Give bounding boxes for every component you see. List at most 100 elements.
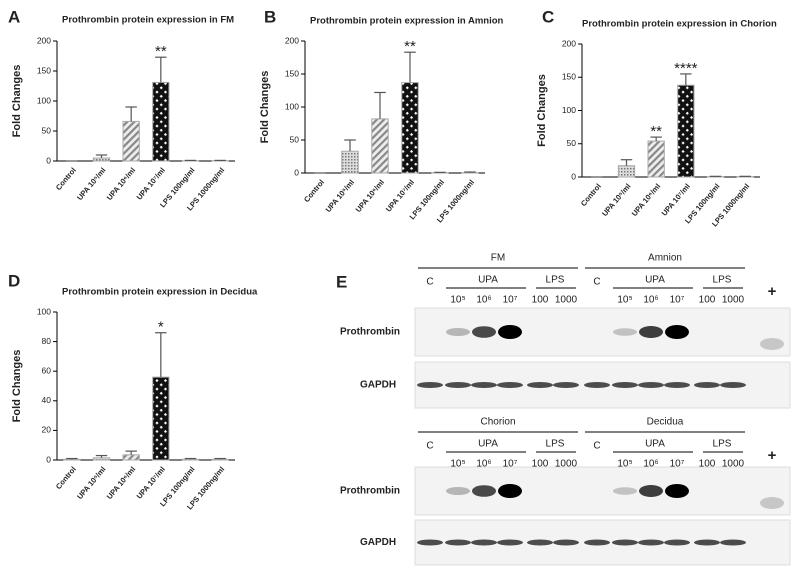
dose-label: 100: [532, 459, 549, 470]
bar: [677, 84, 695, 178]
band: [694, 539, 720, 546]
band: [417, 382, 443, 388]
protein-label: GAPDH: [360, 380, 396, 391]
tissue-label: FM: [491, 253, 505, 264]
y-tick-label: 0: [571, 171, 576, 181]
band: [553, 382, 579, 388]
band: [497, 382, 523, 388]
significance: **: [650, 123, 662, 140]
significance: **: [404, 38, 416, 55]
y-tick-label: 50: [567, 138, 577, 148]
panel-label: B: [264, 7, 276, 26]
y-axis-label: Fold Changes: [11, 350, 23, 423]
band: [760, 338, 784, 350]
dose-label: 10⁶: [476, 295, 491, 306]
band: [613, 487, 637, 495]
treatment-label: UPA: [645, 275, 665, 286]
dose-label: 10⁶: [476, 459, 491, 470]
x-tick-label: UPA 10⁵/ml: [600, 182, 632, 218]
bar: [401, 82, 419, 174]
dose-label: 1000: [555, 459, 578, 470]
panel-label: D: [8, 271, 20, 290]
y-axis-label: Fold Changes: [259, 71, 271, 144]
band: [527, 539, 553, 546]
y-tick-label: 80: [42, 336, 52, 346]
dose-label: 100: [532, 295, 549, 306]
y-tick-label: 150: [562, 72, 576, 82]
bar: [371, 118, 389, 174]
bar: [122, 454, 140, 461]
y-tick-label: 200: [562, 38, 576, 48]
x-tick-label: Control: [579, 182, 603, 208]
x-tick-label: UPA 10⁶/ml: [630, 182, 662, 218]
blot-image: [414, 466, 791, 516]
band: [694, 382, 720, 388]
panel-label: E: [336, 272, 347, 291]
band: [584, 539, 610, 546]
treatment-label: UPA: [645, 439, 665, 450]
significance: *: [158, 319, 164, 336]
protein-label: GAPDH: [360, 537, 396, 548]
band: [472, 485, 496, 497]
dose-label: 10⁷: [670, 295, 685, 306]
y-tick-label: 100: [285, 101, 299, 111]
treatment-label: LPS: [546, 275, 565, 286]
bar: [92, 157, 111, 162]
y-tick-label: 150: [37, 65, 51, 75]
y-tick-label: 0: [46, 155, 51, 165]
band: [584, 382, 610, 388]
bar: [152, 81, 170, 162]
treatment-label: UPA: [478, 275, 498, 286]
bar: [341, 150, 359, 174]
tissue-label: Decidua: [647, 417, 684, 428]
band: [760, 497, 784, 509]
x-tick-label: UPA 10⁵/ml: [324, 178, 356, 214]
tissue-label: Chorion: [480, 417, 515, 428]
tissue-label: Amnion: [648, 253, 682, 264]
x-tick-label: UPA 10⁶/ml: [105, 166, 137, 202]
y-tick-label: 40: [42, 395, 52, 405]
x-tick-label: Control: [54, 465, 78, 491]
band: [498, 325, 522, 339]
dose-label: 100: [699, 295, 716, 306]
band: [613, 328, 637, 336]
dose-label: 1000: [722, 459, 745, 470]
y-axis-label: Fold Changes: [11, 65, 23, 138]
x-tick-label: UPA 10⁷/ml: [135, 166, 167, 202]
positive-label: +: [768, 283, 777, 300]
band: [471, 382, 497, 388]
x-tick-label: UPA 10⁶/ml: [105, 465, 137, 501]
band: [446, 328, 470, 336]
bar: [63, 458, 81, 461]
band: [638, 382, 664, 388]
band: [612, 382, 638, 388]
chart-title: Prothrombin protein expression in Amnion: [310, 16, 504, 27]
y-tick-label: 0: [294, 167, 299, 177]
band: [553, 539, 579, 546]
chart-title: Prothrombin protein expression in Chorio…: [582, 19, 777, 30]
treatment-label: LPS: [713, 275, 732, 286]
y-axis-label: Fold Changes: [536, 74, 548, 147]
x-tick-label: UPA 10⁷/ml: [384, 178, 416, 214]
y-tick-label: 100: [37, 95, 51, 105]
band: [612, 539, 638, 546]
control-label: C: [593, 277, 600, 288]
band: [471, 539, 497, 546]
y-tick-label: 0: [46, 454, 51, 464]
panel-label: C: [542, 7, 554, 26]
band: [665, 325, 689, 339]
y-tick-label: 50: [290, 134, 300, 144]
band: [446, 487, 470, 495]
protein-label: Prothrombin: [340, 486, 400, 497]
bar: [211, 458, 229, 461]
treatment-label: LPS: [713, 439, 732, 450]
chart-title: Prothrombin protein expression in Decidu…: [62, 287, 258, 298]
chart-title: Prothrombin protein expression in FM: [62, 15, 234, 26]
dose-label: 10⁵: [617, 295, 632, 306]
treatment-label: UPA: [478, 439, 498, 450]
band: [417, 539, 443, 546]
band: [639, 326, 663, 338]
control-label: C: [593, 441, 600, 452]
x-tick-label: UPA 10⁶/ml: [354, 178, 386, 214]
dose-label: 10⁷: [503, 459, 518, 470]
